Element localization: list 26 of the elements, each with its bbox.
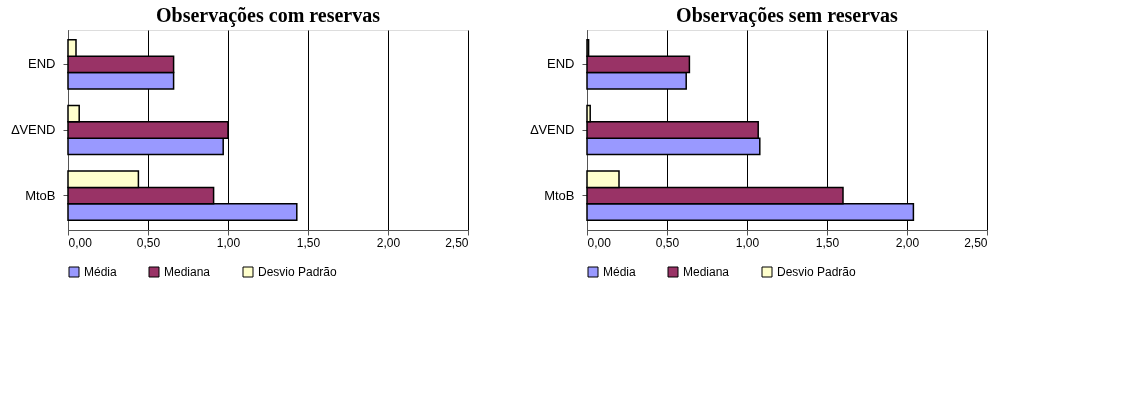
x-tick-label: 2,00 xyxy=(895,235,920,250)
y-tick-label: END xyxy=(28,56,56,72)
chart-title: Observações sem reservas xyxy=(676,4,899,27)
legend-label: Desvio Padrão xyxy=(777,265,857,279)
legend-label: Média xyxy=(84,265,118,279)
y-tick-label: END xyxy=(547,56,575,72)
x-tick-label: 1,00 xyxy=(735,235,760,250)
y-tick-label: MtoB xyxy=(25,187,56,203)
x-tick-label: 1,50 xyxy=(815,235,840,250)
x-tick-label: 0,00 xyxy=(587,235,612,250)
x-tick-label: 2,50 xyxy=(964,235,988,250)
x-tick-label: 0,50 xyxy=(136,235,161,250)
legend-label: Mediana xyxy=(683,265,730,279)
y-tick-label: MtoB xyxy=(544,187,575,203)
legend-label: Média xyxy=(603,265,637,279)
x-tick-label: 2,50 xyxy=(445,235,469,250)
chart-title: Observações com reservas xyxy=(155,4,381,27)
x-tick-label: 1,00 xyxy=(216,235,241,250)
y-tick-label: ∆VEND xyxy=(530,122,575,137)
x-tick-label: 1,50 xyxy=(296,235,321,250)
legend-label: Desvio Padrão xyxy=(258,265,338,279)
x-tick-label: 2,00 xyxy=(376,235,401,250)
legend-label: Mediana xyxy=(164,265,211,279)
y-tick-label: ∆VEND xyxy=(11,122,56,137)
x-tick-label: 0,50 xyxy=(655,235,680,250)
x-tick-label: 0,00 xyxy=(68,235,93,250)
